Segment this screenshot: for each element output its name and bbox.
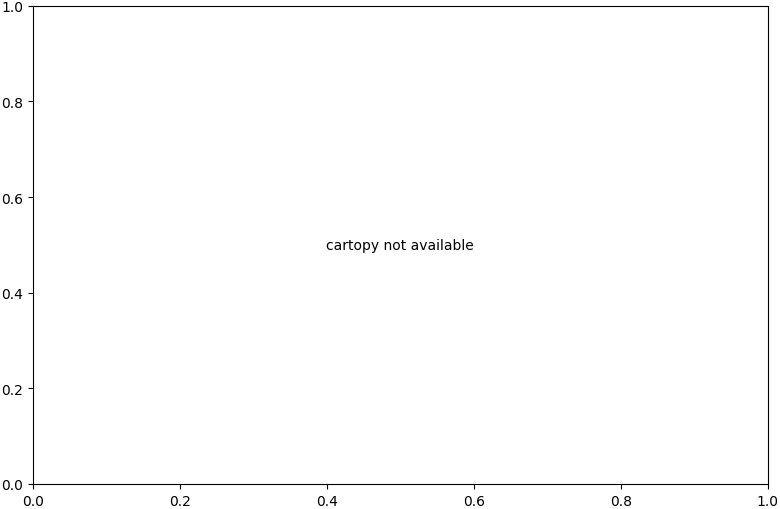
Text: cartopy not available: cartopy not available — [327, 238, 474, 252]
